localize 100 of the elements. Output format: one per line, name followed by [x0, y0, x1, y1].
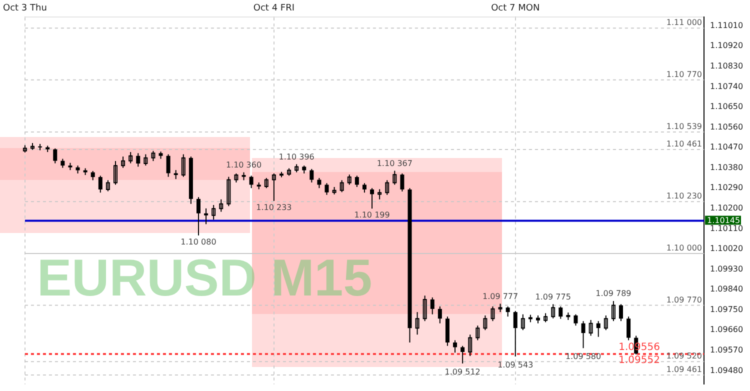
- annotation: 1.09 512: [444, 368, 480, 377]
- candlestick: [272, 172, 276, 202]
- candlestick: [400, 172, 404, 192]
- candlestick: [476, 325, 480, 341]
- y-tick-label: 1.10560: [710, 122, 744, 132]
- candlestick: [619, 304, 624, 322]
- y-tick-label: 1.10290: [710, 183, 744, 192]
- candlestick: [121, 156, 126, 168]
- annotation: 1.09 789: [596, 289, 632, 298]
- candlestick: [422, 295, 427, 322]
- candlestick: [181, 154, 186, 178]
- x-tick-label: Oct 4 FRI: [253, 4, 294, 14]
- candlestick: [506, 306, 510, 318]
- y-tick-label: 1.09480: [710, 366, 744, 375]
- annotation: 1.10 233: [256, 203, 292, 212]
- y-tick-label: 1.10200: [710, 203, 744, 212]
- ref-line-label: 1.10 230: [666, 192, 702, 201]
- y-tick-label: 1.09570: [710, 345, 744, 354]
- candlestick: [460, 345, 465, 364]
- candlestick: [166, 154, 170, 178]
- annotation: 1.09 543: [498, 360, 534, 370]
- y-tick-label: 1.11010: [710, 20, 744, 30]
- candlestick: [212, 204, 216, 220]
- candlestick: [317, 177, 322, 189]
- ref-line-label: 1.09 461: [666, 365, 702, 374]
- annotation: 1.09 580: [565, 352, 602, 362]
- annotation: 1.10 199: [354, 210, 390, 220]
- candlestick: [204, 208, 208, 225]
- y-tick-label: 1.10920: [710, 41, 744, 50]
- candlestick: [611, 300, 616, 322]
- ref-line-label: 1.10 770: [666, 70, 702, 79]
- y-tick-label: 1.10470: [710, 142, 744, 152]
- candlestick: [415, 312, 420, 336]
- ref-line-label: 1.10145: [707, 216, 740, 225]
- ref-line-label: 1.09552: [618, 355, 660, 366]
- candlestick: [574, 314, 578, 326]
- ref-line-label: 1.10 539: [666, 122, 702, 132]
- candlestick: [513, 310, 518, 357]
- candlestick: [520, 314, 525, 331]
- candlestick: [347, 174, 352, 186]
- annotation: 1.09 775: [535, 292, 571, 302]
- y-tick-label: 1.10020: [710, 244, 744, 254]
- ref-line-label: 1.11 000: [666, 18, 702, 28]
- candlestick: [249, 175, 254, 189]
- y-tick-label: 1.10110: [710, 224, 744, 233]
- candlestick: [144, 154, 148, 166]
- candlestick: [226, 176, 231, 207]
- y-tick-label: 1.10740: [710, 82, 744, 91]
- y-tick-label: 1.09930: [710, 264, 744, 274]
- candlestick: [453, 340, 458, 354]
- candlestick: [151, 150, 156, 162]
- x-tick-label: Oct 3 Thu: [2, 4, 47, 14]
- candlestick: [483, 314, 488, 331]
- candlestick: [468, 334, 472, 357]
- annotation: 1.10 367: [376, 158, 412, 168]
- candlestick: [544, 312, 548, 323]
- y-tick-label: 1.09840: [710, 284, 744, 294]
- candlestick: [340, 180, 344, 193]
- candlestick: [604, 314, 608, 331]
- annotation: 1.10 360: [226, 160, 262, 170]
- candlestick: [234, 172, 238, 183]
- candlestick: [581, 320, 586, 349]
- candlestick: [596, 320, 600, 338]
- annotation: 1.09 777: [482, 292, 518, 301]
- candlestick: [60, 158, 65, 168]
- candlestick: [392, 170, 397, 186]
- candlestick: [370, 188, 374, 210]
- candlestick: [219, 198, 224, 212]
- candlestick: [378, 188, 382, 200]
- candlestick: [430, 296, 434, 315]
- candlestick: [113, 160, 118, 186]
- candlestick: [264, 177, 268, 189]
- candlestick: [362, 182, 366, 194]
- candlestick: [310, 168, 314, 183]
- candlestick: [196, 196, 200, 236]
- candlestick: [588, 319, 593, 336]
- candlestick: [438, 306, 442, 324]
- candlestick: [551, 304, 556, 319]
- ref-line-label: 1.10 461: [666, 140, 702, 149]
- candlestick: [90, 170, 95, 181]
- annotation: 1.10 396: [278, 152, 314, 162]
- candlestick: [445, 316, 450, 346]
- candlestick: [106, 180, 110, 192]
- candlestick: [354, 175, 359, 188]
- candlestick: [385, 180, 390, 196]
- x-tick-label: Oct 7 MON: [491, 4, 540, 14]
- y-tick-label: 1.10650: [710, 102, 744, 112]
- candlestick: [53, 148, 58, 164]
- ref-line-label: 1.09 520: [666, 352, 702, 361]
- candlestick: [136, 152, 140, 168]
- y-tick-label: 1.10380: [710, 162, 744, 172]
- ref-line-label: 1.10 000: [666, 244, 702, 253]
- ref-line-label: 1.09 770: [666, 295, 702, 304]
- candlestick: [626, 316, 631, 341]
- text: EURUSD M15: [36, 250, 372, 308]
- candlestick: [558, 306, 563, 320]
- candlestick: [490, 306, 495, 322]
- annotation: 1.10 080: [180, 238, 216, 247]
- candlestick: [98, 175, 102, 194]
- y-tick-label: 1.09660: [710, 325, 744, 334]
